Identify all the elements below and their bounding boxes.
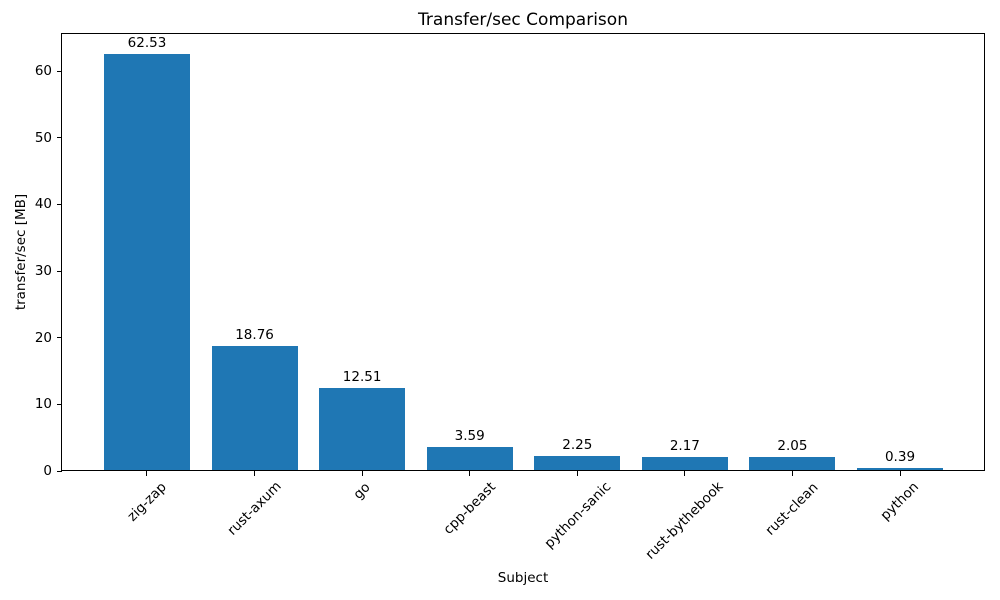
x-tick-label: cpp-beast <box>440 479 499 538</box>
bar-value-label: 3.59 <box>454 428 485 445</box>
bar-cpp-beast <box>426 447 513 471</box>
y-tick-mark <box>57 337 62 339</box>
bar-rust-clean <box>749 457 836 471</box>
y-tick-label: 20 <box>34 329 52 346</box>
bar-value-label: 0.39 <box>884 449 916 466</box>
bar-value-label: 62.53 <box>127 35 167 52</box>
y-tick-mark <box>57 203 62 205</box>
x-tick-label: go <box>350 479 374 503</box>
y-tick-mark <box>57 403 62 405</box>
bar-value-label: 18.76 <box>235 327 274 343</box>
bar-python <box>856 468 944 471</box>
bar-zig-zap <box>103 54 190 471</box>
y-tick-label: 10 <box>34 396 52 413</box>
x-tick-mark <box>254 471 256 476</box>
y-tick-label: 30 <box>34 263 52 280</box>
bar-rust-bythebook <box>641 456 728 471</box>
x-tick-label: zig-zap <box>124 478 170 525</box>
x-tick-label: rust-clean <box>762 479 822 539</box>
y-tick-label: 40 <box>34 196 52 213</box>
x-tick-mark <box>684 471 686 476</box>
bar-value-label: 2.05 <box>777 438 808 455</box>
y-tick-mark <box>57 70 62 72</box>
bar-value-label: 2.25 <box>562 437 593 453</box>
x-tick-mark <box>899 471 901 476</box>
x-tick-label: python <box>877 478 923 524</box>
x-tick-mark <box>576 471 578 476</box>
bar-value-label: 2.17 <box>669 437 700 454</box>
bar-rust-axum <box>211 346 298 471</box>
x-tick-mark <box>146 471 148 476</box>
y-tick-mark <box>57 137 62 139</box>
y-tick-label: 60 <box>34 63 52 80</box>
bar-python-sanic <box>534 456 621 471</box>
x-tick-label: rust-bythebook <box>642 479 727 564</box>
x-tick-label: python-sanic <box>540 478 614 552</box>
chart-title: Transfer/sec Comparison <box>418 10 628 30</box>
x-tick-mark <box>791 471 793 476</box>
y-tick-mark <box>57 470 62 472</box>
y-tick-mark <box>57 270 62 272</box>
y-tick-label: 0 <box>43 463 52 479</box>
x-tick-mark <box>469 471 471 476</box>
x-tick-label: rust-axum <box>224 478 285 540</box>
bar-go <box>319 387 406 471</box>
bar-value-label: 12.51 <box>342 368 382 385</box>
x-tick-mark <box>361 471 363 476</box>
y-tick-label: 50 <box>34 129 52 146</box>
x-axis-label: Subject <box>497 570 549 586</box>
